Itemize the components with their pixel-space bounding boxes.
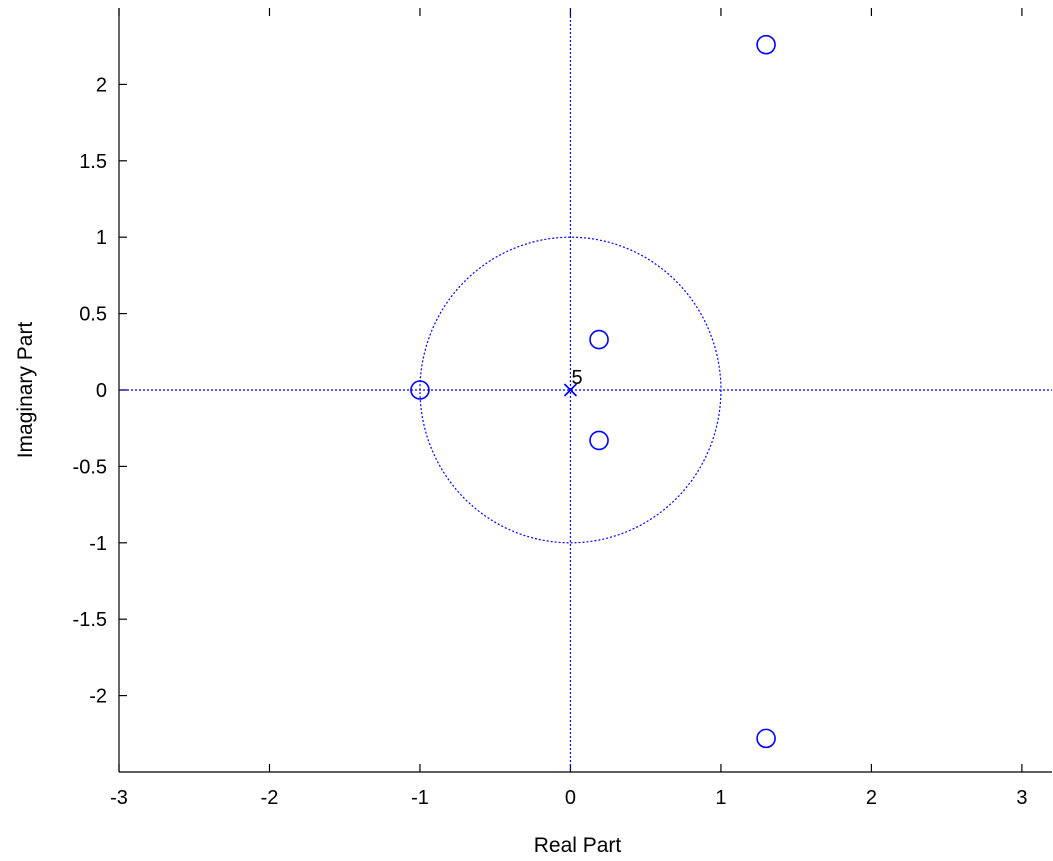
unit-circle [419, 236, 722, 544]
x-tick-label: 1 [715, 787, 726, 809]
plot-marks [410, 34, 776, 749]
x-tick-label: -3 [110, 787, 128, 809]
x-tick-label: -1 [411, 787, 429, 809]
zero-marker [756, 728, 776, 749]
zero-marker [756, 34, 776, 55]
x-tick-label: -2 [261, 787, 279, 809]
y-tick-label: 2 [96, 74, 107, 96]
pole-marker-stroke [563, 383, 578, 397]
multiplicity-annotation: 5 [571, 367, 582, 389]
y-tick-label: -1.5 [73, 609, 107, 631]
y-tick-label: -2 [89, 686, 107, 708]
zero-marker [589, 329, 609, 350]
y-tick-label: -0.5 [73, 456, 107, 478]
y-tick-label: 0.5 [79, 304, 107, 326]
zero-marker [589, 430, 609, 451]
labels: Real Part Imaginary Part -3 -2 -1 0 1 2 3 -2 -1.… [14, 74, 1027, 857]
x-tick-label: 2 [866, 787, 877, 809]
tick-marks [118, 8, 1023, 772]
y-tick-label: 1 [96, 227, 107, 249]
y-tick-label: 1.5 [79, 151, 107, 173]
pole-marker [563, 383, 578, 397]
reference-lines [119, 8, 1052, 772]
y-axis-label: Imaginary Part [14, 322, 37, 459]
x-axis-label: Real Part [534, 834, 622, 857]
x-tick-label: 0 [565, 787, 576, 809]
x-tick-label: 3 [1016, 787, 1027, 809]
y-tick-label: 0 [96, 380, 107, 402]
y-tick-label: -1 [89, 533, 107, 555]
zero-marker [410, 380, 430, 400]
